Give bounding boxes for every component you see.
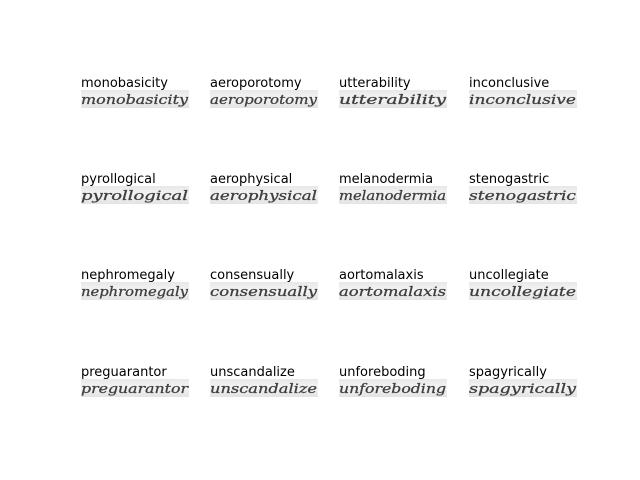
handwriting-image: unforeboding — [339, 379, 447, 397]
sample-cell: unforeboding unforeboding — [339, 366, 447, 406]
sample-word-label: utterability — [339, 76, 411, 91]
handwriting-text: spagyrically — [469, 382, 577, 397]
handwriting-text: pyrollogical — [81, 189, 188, 204]
handwriting-image: utterability — [339, 90, 447, 108]
sample-cell: stenogastric stenogastric — [469, 173, 577, 213]
sample-cell: aerophysical aerophysical — [210, 173, 318, 213]
sample-cell: spagyrically spagyrically — [469, 366, 577, 406]
sample-word-label: inconclusive — [469, 76, 550, 91]
handwriting-image: monobasicity — [81, 90, 189, 108]
handwriting-image: stenogastric — [469, 186, 577, 204]
handwriting-text: uncollegiate — [469, 285, 576, 300]
sample-cell: aeroporotomy aeroporotomy — [210, 77, 318, 117]
sample-cell: uncollegiate uncollegiate — [469, 269, 577, 309]
handwriting-text: unscandalize — [210, 382, 317, 397]
sample-word-label: aerophysical — [210, 172, 293, 187]
handwriting-text: consensually — [210, 285, 318, 300]
sample-word-label: preguarantor — [81, 365, 167, 380]
handwriting-text: inconclusive — [469, 93, 576, 108]
sample-word-label: uncollegiate — [469, 268, 549, 283]
sample-word-label: unscandalize — [210, 365, 295, 380]
handwriting-text: nephromegaly — [81, 285, 189, 300]
handwriting-text: monobasicity — [81, 93, 189, 108]
handwriting-image: unscandalize — [210, 379, 318, 397]
sample-word-label: aortomalaxis — [339, 268, 424, 283]
handwriting-text: preguarantor — [81, 382, 189, 397]
sample-cell: unscandalize unscandalize — [210, 366, 318, 406]
sample-word-label: pyrollogical — [81, 172, 156, 187]
sample-word-label: consensually — [210, 268, 295, 283]
handwriting-text: unforeboding — [339, 382, 446, 397]
handwriting-text: utterability — [339, 93, 447, 108]
sample-cell: monobasicity monobasicity — [81, 77, 189, 117]
sample-cell: inconclusive inconclusive — [469, 77, 577, 117]
sample-word-label: melanodermia — [339, 172, 434, 187]
handwriting-image: aerophysical — [210, 186, 318, 204]
sample-word-label: aeroporotomy — [210, 76, 302, 91]
sample-cell: consensually consensually — [210, 269, 318, 309]
handwriting-image: spagyrically — [469, 379, 577, 397]
handwriting-image: nephromegaly — [81, 282, 189, 300]
handwriting-text: stenogastric — [469, 189, 577, 204]
sample-word-label: monobasicity — [81, 76, 168, 91]
handwriting-image: inconclusive — [469, 90, 577, 108]
sample-cell: preguarantor preguarantor — [81, 366, 189, 406]
handwriting-image: pyrollogical — [81, 186, 189, 204]
sample-cell: aortomalaxis aortomalaxis — [339, 269, 447, 309]
sample-word-label: unforeboding — [339, 365, 426, 380]
handwriting-image: uncollegiate — [469, 282, 577, 300]
sample-word-label: nephromegaly — [81, 268, 175, 283]
sample-word-label: stenogastric — [469, 172, 550, 187]
handwriting-text: aerophysical — [210, 189, 317, 204]
handwriting-text: aortomalaxis — [339, 285, 446, 300]
sample-cell: pyrollogical pyrollogical — [81, 173, 189, 213]
handwriting-image: melanodermia — [339, 186, 447, 204]
handwriting-text: aeroporotomy — [210, 93, 318, 108]
handwriting-image: aortomalaxis — [339, 282, 447, 300]
sample-cell: utterability utterability — [339, 77, 447, 117]
handwriting-text: melanodermia — [339, 189, 446, 204]
sample-word-label: spagyrically — [469, 365, 547, 380]
handwriting-image: consensually — [210, 282, 318, 300]
handwriting-image: aeroporotomy — [210, 90, 318, 108]
sample-cell: nephromegaly nephromegaly — [81, 269, 189, 309]
handwriting-image: preguarantor — [81, 379, 189, 397]
sample-cell: melanodermia melanodermia — [339, 173, 447, 213]
